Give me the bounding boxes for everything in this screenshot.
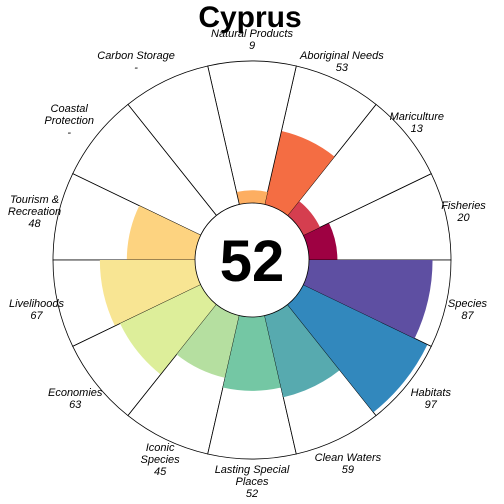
- petal-label-tourism-and-recreation: Tourism & Recreation 48: [8, 194, 61, 230]
- petal-label-species: Species 87: [448, 298, 488, 322]
- petal-label-carbon-storage: Carbon Storage -: [97, 50, 175, 74]
- petal-label-economies: Economies 63: [48, 387, 103, 411]
- petal-label-fisheries: Fisheries 20: [441, 200, 486, 224]
- petal-label-clean-waters: Clean Waters 59: [315, 452, 382, 476]
- petal-label-livelihoods: Livelihoods 67: [9, 298, 65, 322]
- petal-label-habitats: Habitats 97: [411, 387, 452, 411]
- petal-label-coastal-protection: Coastal Protection -: [44, 103, 94, 139]
- petal-natural-products: [236, 190, 267, 204]
- overall-score: 52: [220, 229, 285, 294]
- petal-label-natural-products: Natural Products 9: [211, 28, 293, 52]
- petal-label-iconic-species: Iconic Species 45: [141, 442, 181, 478]
- petal-label-lasting-special-places: Lasting Special Places 52: [215, 464, 290, 500]
